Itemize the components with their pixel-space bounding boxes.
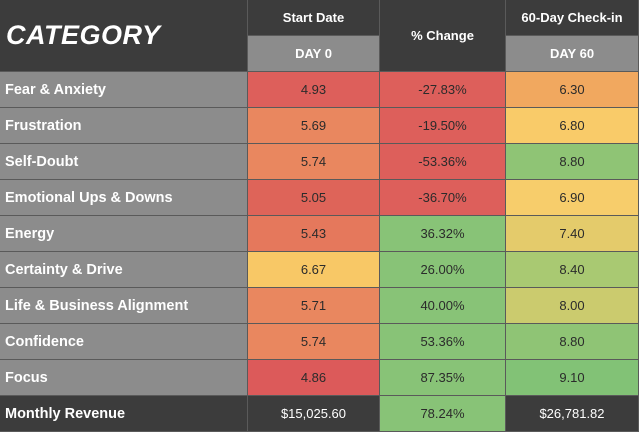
change-value: -27.83% <box>380 72 506 108</box>
change-value: 53.36% <box>380 324 506 360</box>
row-label: Life & Business Alignment <box>0 288 248 324</box>
day0-value: 5.69 <box>248 108 380 144</box>
day60-value: 8.80 <box>506 144 639 180</box>
pct-change-header: % Change <box>380 0 506 72</box>
row-label: Certainty & Drive <box>0 252 248 288</box>
change-value: -53.36% <box>380 144 506 180</box>
day60-value: 7.40 <box>506 216 639 252</box>
change-value: 40.00% <box>380 288 506 324</box>
day0-value: 5.74 <box>248 144 380 180</box>
change-value: 26.00% <box>380 252 506 288</box>
day0-value: 4.93 <box>248 72 380 108</box>
change-value: 87.35% <box>380 360 506 396</box>
revenue-day0: $15,025.60 <box>248 396 380 432</box>
row-label: Frustration <box>0 108 248 144</box>
checkin-header: 60-Day Check-in <box>506 0 639 36</box>
change-value: -36.70% <box>380 180 506 216</box>
day60-value: 8.80 <box>506 324 639 360</box>
change-value: 36.32% <box>380 216 506 252</box>
day0-header: DAY 0 <box>248 36 380 72</box>
row-label: Confidence <box>0 324 248 360</box>
revenue-day60: $26,781.82 <box>506 396 639 432</box>
day60-value: 8.40 <box>506 252 639 288</box>
revenue-change: 78.24% <box>380 396 506 432</box>
category-header: CATEGORY <box>0 0 248 72</box>
day0-value: 5.43 <box>248 216 380 252</box>
day0-value: 4.86 <box>248 360 380 396</box>
start-date-header: Start Date <box>248 0 380 36</box>
row-label: Emotional Ups & Downs <box>0 180 248 216</box>
row-label: Self-Doubt <box>0 144 248 180</box>
day0-value: 5.74 <box>248 324 380 360</box>
row-label: Energy <box>0 216 248 252</box>
day60-value: 8.00 <box>506 288 639 324</box>
change-value: -19.50% <box>380 108 506 144</box>
row-label: Fear & Anxiety <box>0 72 248 108</box>
day0-value: 6.67 <box>248 252 380 288</box>
day60-header: DAY 60 <box>506 36 639 72</box>
day60-value: 6.30 <box>506 72 639 108</box>
row-label: Focus <box>0 360 248 396</box>
day60-value: 6.80 <box>506 108 639 144</box>
day60-value: 6.90 <box>506 180 639 216</box>
day60-value: 9.10 <box>506 360 639 396</box>
day0-value: 5.05 <box>248 180 380 216</box>
day0-value: 5.71 <box>248 288 380 324</box>
revenue-label: Monthly Revenue <box>0 396 248 432</box>
